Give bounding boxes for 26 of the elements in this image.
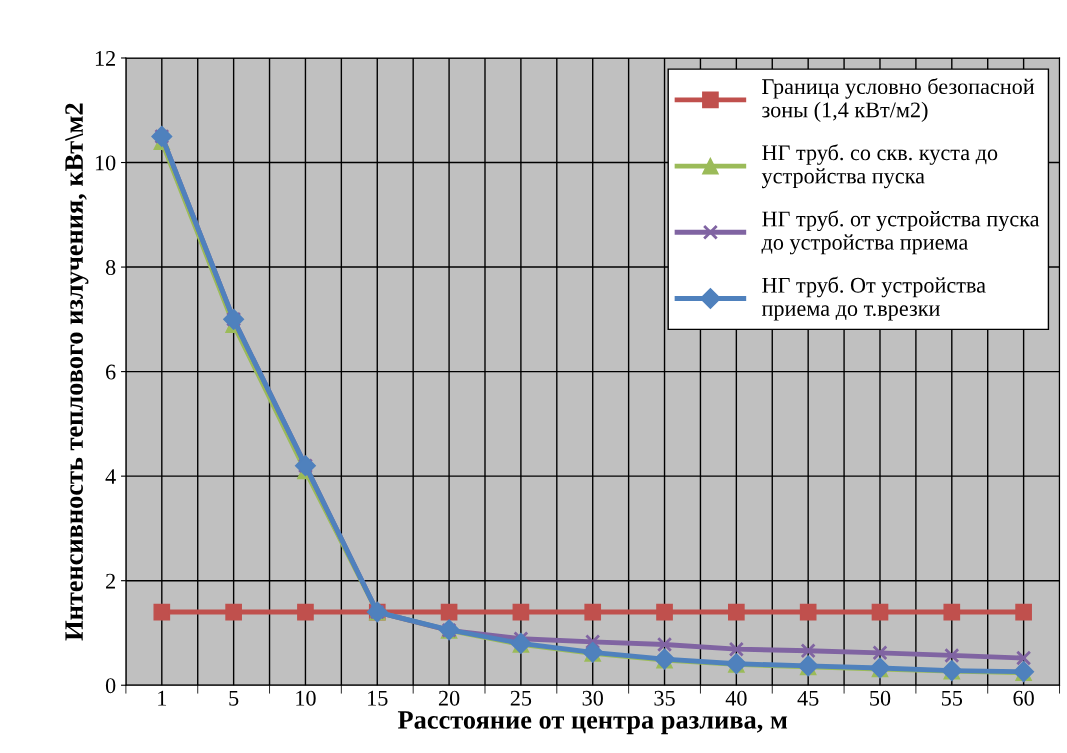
y-axis-title: Интенсивность теплового излучения, кВт\м2 — [65, 103, 89, 641]
x-tick-label: 60 — [1013, 690, 1034, 706]
x-tick-label: 5 — [229, 690, 239, 706]
y-tick-label: 8 — [105, 260, 116, 275]
x-tick-label: 35 — [654, 690, 675, 706]
x-tick-label: 25 — [510, 690, 532, 706]
x-tick-label: 45 — [797, 690, 819, 706]
x-tick-label: 15 — [368, 690, 388, 706]
legend-label: НГ труб. от устройства пуска до устройства приема — [761, 210, 1040, 255]
x-tick-label: 55 — [941, 690, 963, 706]
x-tick-label: 20 — [438, 690, 460, 706]
x-tick-label: 40 — [725, 690, 747, 706]
x-tick-label: 10 — [296, 690, 316, 706]
x-tick-label: 50 — [870, 690, 891, 706]
x-tick-label: 1 — [158, 690, 167, 706]
x-tick-label: 30 — [582, 690, 603, 706]
y-tick-label: 12 — [95, 50, 115, 66]
y-tick-label: 0 — [105, 678, 116, 694]
legend-label: Граница условно безопасной зоны (1,4 кВт/м2) — [762, 77, 1035, 122]
y-tick-label: 4 — [105, 469, 116, 484]
x-axis-title: Расстояние от центра разлива, м — [397, 711, 788, 735]
y-tick-label: 2 — [106, 573, 115, 589]
y-tick-label: 6 — [106, 364, 116, 380]
legend-label: НГ труб. со скв. куста до устройства пуска — [761, 144, 998, 189]
legend-label: НГ труб. От устройства приема до т.врезки — [761, 276, 986, 321]
y-tick-label: 10 — [95, 155, 116, 171]
